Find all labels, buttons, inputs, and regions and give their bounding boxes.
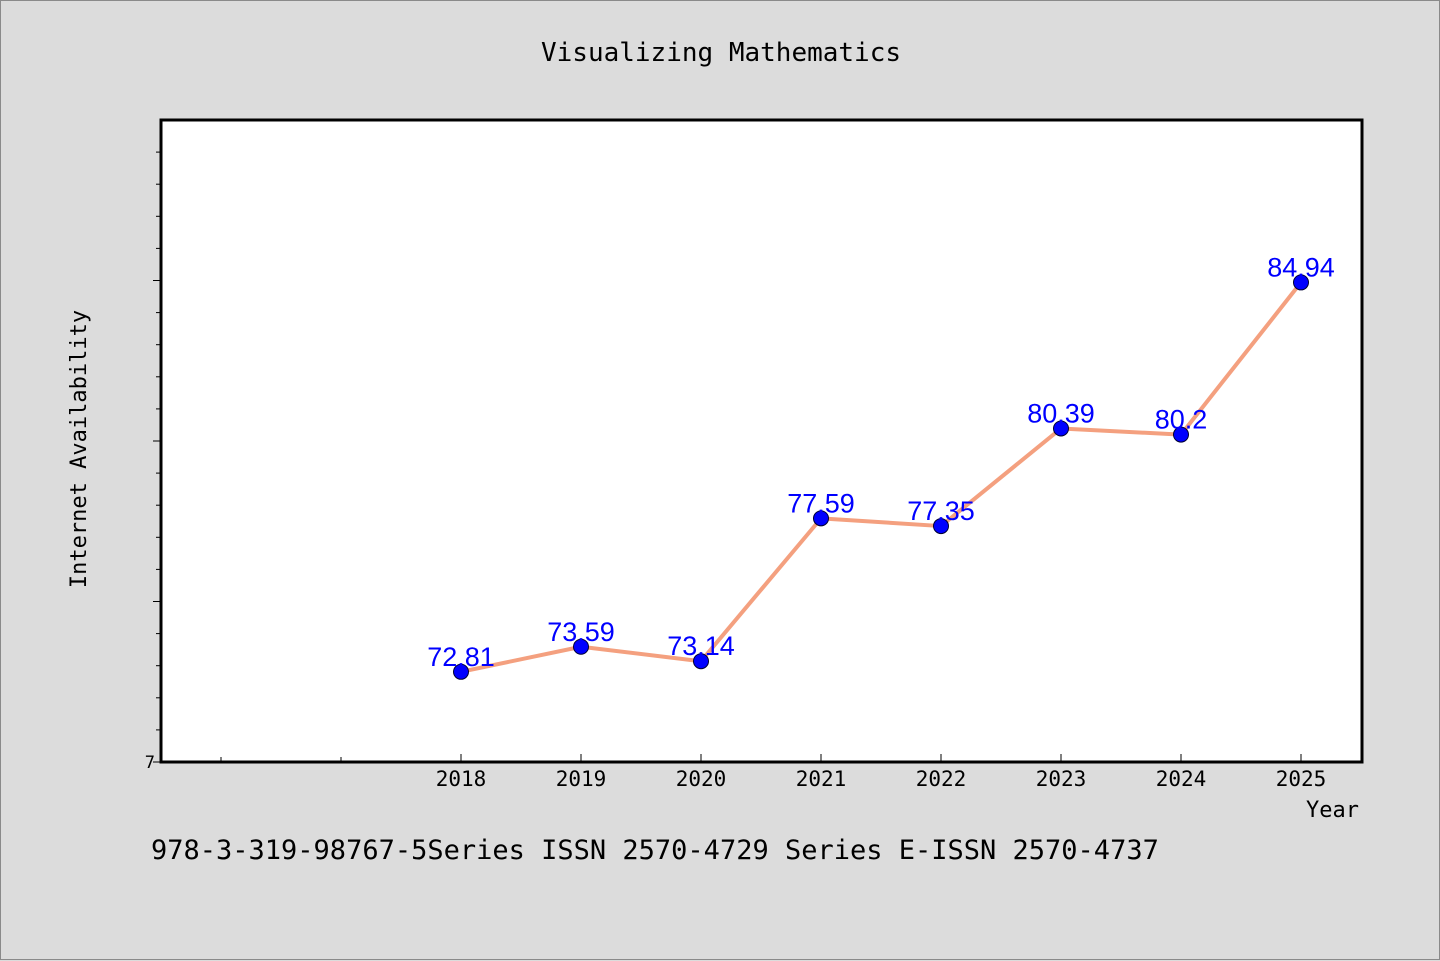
data-label: 84.94 — [1267, 252, 1335, 282]
footer-isbn-text: 978-3-319-98767-5Series ISSN 2570-4729 S… — [151, 835, 1159, 866]
data-point — [933, 518, 949, 535]
x-tick-label: 2019 — [556, 767, 607, 791]
x-axis-label: Year — [1306, 798, 1359, 823]
data-point — [813, 510, 829, 527]
data-point — [1173, 426, 1189, 443]
series-line — [460, 281, 1303, 674]
data-label: 73.59 — [547, 617, 615, 647]
y-tick-label: 7 — [145, 753, 155, 773]
x-tick-label: 2018 — [436, 767, 487, 791]
data-label: 77.35 — [907, 496, 975, 526]
data-label: 80.39 — [1027, 398, 1095, 428]
x-tick-label: 2023 — [1036, 767, 1087, 791]
x-tick-label: 2025 — [1276, 767, 1327, 791]
x-tick-label: 2024 — [1156, 767, 1207, 791]
data-point — [453, 663, 469, 680]
data-label: 72.81 — [427, 642, 495, 672]
plot-area — [159, 118, 1364, 764]
x-tick-label: 2020 — [676, 767, 727, 791]
chart-title: Visualizing Mathematics — [541, 38, 901, 68]
data-point — [1293, 274, 1309, 291]
data-label: 73.14 — [667, 631, 735, 661]
data-label: 80.2 — [1155, 405, 1208, 435]
y-axis-label: Internet Availability — [67, 310, 92, 588]
series-layer: 72.81 73.59 73.14 77.59 77.35 80.39 80.2 84.94 — [427, 252, 1335, 680]
data-label: 77.59 — [787, 488, 855, 518]
y-axis-ticks: 7 — [145, 151, 161, 773]
x-axis-ticks: 2018 2019 2020 2021 2022 2023 2024 2025 — [220, 754, 1327, 791]
x-tick-label: 2021 — [796, 767, 847, 791]
x-tick-label: 2022 — [916, 767, 967, 791]
data-point — [693, 653, 709, 670]
data-point — [1053, 420, 1069, 437]
data-point — [573, 638, 589, 655]
